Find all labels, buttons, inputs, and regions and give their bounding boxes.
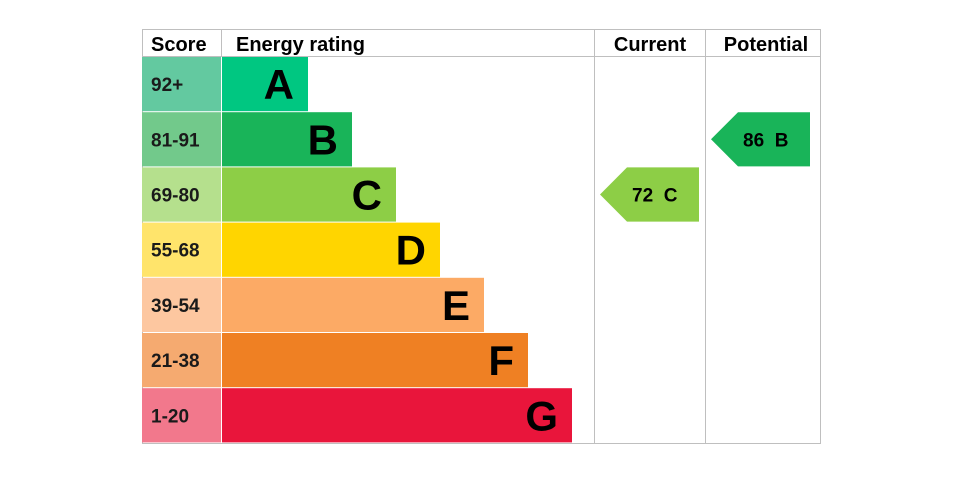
band-bar-d [222,222,440,277]
band-bar-c [222,167,396,222]
band-bar-g [222,388,572,443]
band-letter-g: G [525,392,558,439]
potential-rating-arrow [711,112,810,167]
header-potential: Potential [724,34,808,56]
score-label-c: 69-80 [151,186,200,207]
current-rating-label: 72 C [632,186,678,207]
band-bar-e [222,277,484,332]
score-cell-f [142,333,221,388]
score-label-g: 1-20 [151,406,189,427]
score-cell-b [142,112,221,167]
band-letter-e: E [442,282,470,329]
band-bar-f [222,333,528,388]
header-score: Score [151,34,207,56]
header-energy-rating: Energy rating [236,34,365,56]
score-cell-g [142,388,221,443]
potential-rating-label: 86 B [743,130,788,151]
score-label-f: 21-38 [151,351,200,372]
band-letter-a: A [264,61,294,108]
score-cell-d [142,222,221,277]
band-letter-b: B [308,116,338,163]
band-letter-c: C [352,172,382,219]
score-label-a: 92+ [151,75,183,96]
rating-bands: 92+ A 81-91 B 69-80 C 55-68 D 39-54 E 21-38 F 1-20 G [142,57,572,443]
header-current: Current [614,34,687,56]
score-cell-e [142,277,221,332]
current-rating-arrow [600,167,699,222]
score-label-e: 39-54 [151,296,200,317]
score-label-b: 81-91 [151,130,200,151]
score-cell-c [142,167,221,222]
band-letter-f: F [488,337,514,384]
rating-markers: 72 C 86 B [600,112,810,222]
band-letter-d: D [396,227,426,274]
band-bar-b [222,112,352,167]
band-bar-a [222,57,308,112]
score-label-d: 55-68 [151,241,200,262]
score-cell-a [142,57,221,112]
